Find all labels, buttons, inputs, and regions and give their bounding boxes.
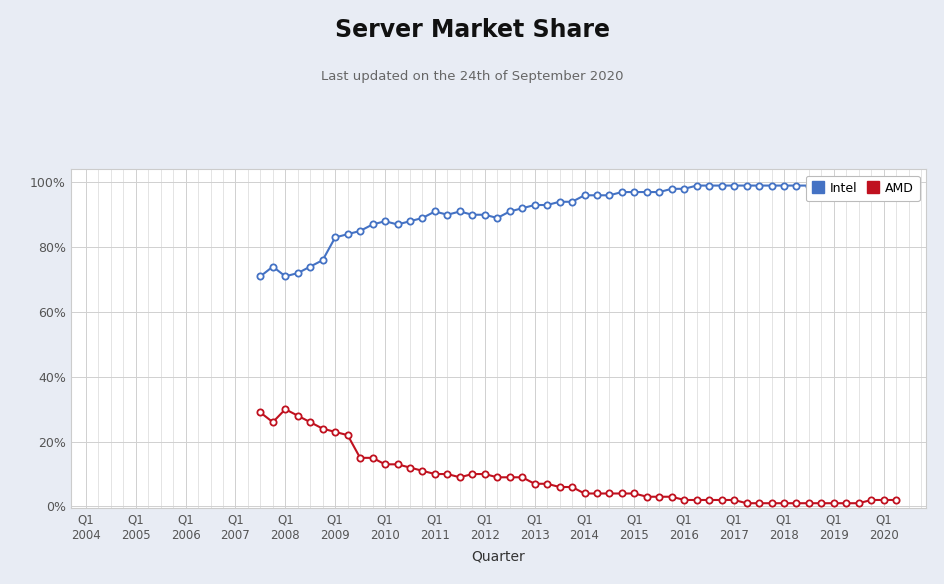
Line: Intel: Intel bbox=[257, 182, 899, 280]
AMD bbox=[889, 496, 901, 503]
X-axis label: Quarter: Quarter bbox=[471, 550, 525, 564]
Intel bbox=[666, 185, 677, 192]
AMD bbox=[491, 474, 502, 481]
Intel bbox=[889, 185, 901, 192]
AMD bbox=[316, 425, 328, 432]
Intel bbox=[304, 263, 315, 270]
Legend: Intel, AMD: Intel, AMD bbox=[805, 176, 919, 201]
Intel bbox=[553, 199, 565, 206]
Intel bbox=[255, 273, 266, 280]
AMD bbox=[653, 493, 665, 500]
AMD bbox=[603, 490, 615, 497]
Intel bbox=[479, 211, 490, 218]
Line: AMD: AMD bbox=[257, 406, 899, 506]
AMD bbox=[279, 406, 291, 413]
AMD bbox=[740, 500, 751, 507]
AMD bbox=[678, 496, 689, 503]
Intel bbox=[640, 189, 651, 196]
AMD bbox=[255, 409, 266, 416]
Intel bbox=[690, 182, 701, 189]
Text: Server Market Share: Server Market Share bbox=[334, 18, 610, 41]
Text: Last updated on the 24th of September 2020: Last updated on the 24th of September 20… bbox=[321, 70, 623, 83]
Intel bbox=[852, 182, 864, 189]
AMD bbox=[565, 484, 577, 491]
